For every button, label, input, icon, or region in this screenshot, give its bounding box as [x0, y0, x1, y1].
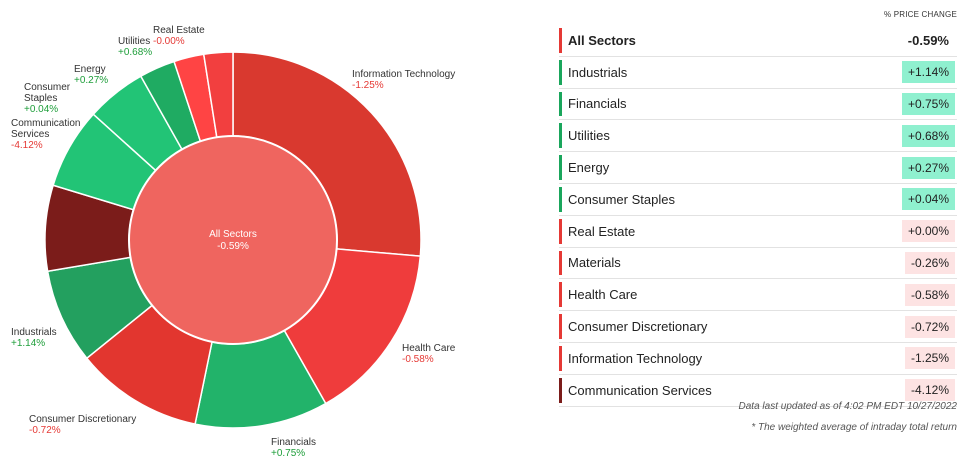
table-header: % PRICE CHANGE — [883, 10, 957, 19]
label-industrials: Industrials +1.14% — [11, 327, 57, 349]
row-name: Consumer Staples — [568, 191, 675, 207]
row-color-bar — [559, 28, 562, 53]
label-utilities: Utilities +0.68% — [118, 36, 152, 58]
row-name: All Sectors — [568, 32, 636, 48]
updated-note: Data last updated as of 4:02 PM EDT 10/2… — [738, 401, 957, 412]
table-row[interactable]: Information Technology -1.25% — [559, 343, 957, 375]
label-name: Communication Services — [11, 118, 81, 140]
table-row[interactable]: All Sectors -0.59% — [559, 25, 957, 57]
row-value: -0.59% — [907, 32, 949, 48]
label-value: +0.04% — [24, 104, 59, 115]
row-value: +0.00% — [901, 220, 955, 243]
table-row[interactable]: Industrials +1.14% — [559, 57, 957, 89]
sector-table: % PRICE CHANGE All Sectors -0.59% Industri… — [559, 10, 957, 407]
row-color-bar — [559, 155, 562, 180]
row-color-bar — [559, 91, 562, 117]
label-name: Information Technology — [352, 69, 456, 80]
label-value: +1.14% — [11, 338, 46, 349]
center-value: -0.59% — [217, 241, 249, 252]
label-value: -0.72% — [29, 425, 61, 436]
row-value: +0.27% — [901, 156, 955, 179]
label-consumer-discretionary: Consumer Discretionary -0.72% — [29, 414, 136, 436]
row-color-bar — [559, 186, 562, 212]
label-name: Energy — [74, 64, 106, 75]
row-value: -1.25% — [904, 347, 955, 370]
row-name: Health Care — [568, 287, 638, 303]
row-value: -0.26% — [904, 251, 955, 274]
row-name: Materials — [568, 255, 621, 271]
row-color-bar — [559, 250, 562, 276]
weighted-note: * The weighted average of intraday total… — [751, 422, 957, 433]
label-name: Consumer Staples — [24, 82, 71, 104]
label-value: +0.27% — [74, 75, 109, 86]
table-row[interactable]: Communication Services -4.12% — [559, 375, 957, 407]
row-color-bar — [559, 218, 562, 244]
label-name: Real Estate — [153, 25, 205, 36]
table-row[interactable]: Utilities +0.68% — [559, 120, 957, 153]
label-health-care: Health Care -0.58% — [402, 343, 455, 365]
label-financials: Financials +0.75% — [271, 437, 316, 459]
center-title: All Sectors — [209, 229, 257, 240]
table-row[interactable]: Financials +0.75% — [559, 89, 957, 121]
row-value: -0.58% — [904, 283, 955, 306]
row-name: Financials — [568, 96, 627, 112]
row-color-bar — [559, 282, 562, 308]
center-label: All Sectors -0.59% — [183, 229, 283, 253]
table-row[interactable]: Consumer Discretionary -0.72% — [559, 311, 957, 343]
label-value: -0.00% — [153, 36, 185, 47]
row-value: -4.12% — [904, 379, 955, 402]
row-name: Information Technology — [568, 350, 703, 366]
table-body: All Sectors -0.59% Industrials +1.14% Financ… — [559, 25, 957, 407]
label-name: Health Care — [402, 343, 456, 354]
row-name: Industrials — [568, 64, 628, 80]
label-name: Industrials — [11, 327, 57, 338]
row-name: Communication Services — [568, 382, 712, 398]
label-name: Consumer Discretionary — [29, 414, 137, 425]
row-name: Utilities — [568, 128, 610, 144]
sector-donut-chart: All Sectors -0.59% Information Technolog… — [11, 25, 455, 459]
table-row[interactable]: Energy +0.27% — [559, 152, 957, 184]
center-all-sectors-disc[interactable] — [128, 135, 338, 345]
label-energy: Energy +0.27% — [74, 64, 108, 86]
donut-svg — [44, 51, 422, 429]
table-row[interactable]: Materials -0.26% — [559, 248, 957, 280]
label-value: -1.25% — [352, 80, 384, 91]
row-color-bar — [559, 345, 562, 371]
table-row[interactable]: Real Estate +0.00% — [559, 216, 957, 248]
row-color-bar — [559, 377, 562, 403]
label-value: +0.68% — [118, 47, 153, 58]
label-value: -4.12% — [11, 140, 43, 151]
label-information-technology: Information Technology -1.25% — [352, 69, 455, 91]
row-color-bar — [559, 123, 562, 149]
label-name: Financials — [271, 437, 317, 448]
label-value: +0.75% — [271, 448, 306, 459]
label-value: -0.58% — [402, 354, 434, 365]
row-value: -0.72% — [904, 315, 955, 338]
table-row[interactable]: Health Care -0.58% — [559, 279, 957, 312]
label-real-estate: Real Estate -0.00% — [153, 25, 205, 47]
row-name: Consumer Discretionary — [568, 319, 708, 335]
label-consumer-staples: Consumer Staples +0.04% — [24, 82, 74, 115]
row-color-bar — [559, 59, 562, 85]
row-name: Energy — [568, 160, 610, 176]
row-value: +0.75% — [901, 92, 955, 115]
row-value: +0.68% — [901, 124, 955, 147]
row-value: +1.14% — [901, 61, 955, 84]
table-row[interactable]: Consumer Staples +0.04% — [559, 184, 957, 216]
row-name: Real Estate — [568, 223, 636, 239]
row-color-bar — [559, 314, 562, 339]
label-communication-services: Communication Services -4.12% — [11, 118, 91, 151]
row-value: +0.04% — [901, 188, 955, 211]
label-name: Utilities — [118, 36, 151, 47]
